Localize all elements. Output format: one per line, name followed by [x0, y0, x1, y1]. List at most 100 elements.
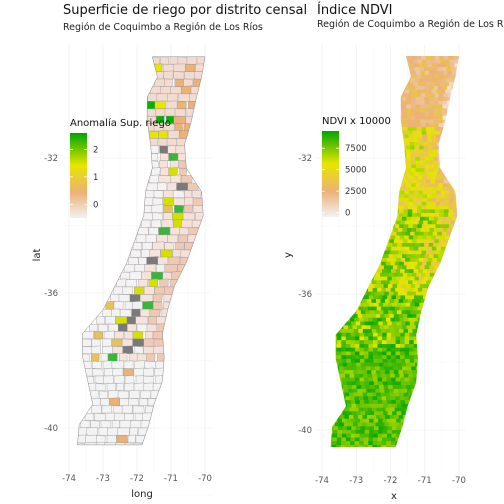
ndvi-raster-cell — [399, 194, 405, 199]
ndvi-raster-cell — [330, 441, 333, 446]
ndvi-raster-cell — [359, 340, 365, 345]
ndvi-raster-cell — [433, 115, 439, 120]
ndvi-raster-cell — [354, 437, 360, 442]
ndvi-raster-cell — [366, 366, 371, 371]
ndvi-raster-cell — [452, 93, 458, 98]
ndvi-raster-cell — [442, 243, 448, 248]
ndvi-raster-cell — [405, 411, 411, 416]
ndvi-raster-cell — [404, 198, 409, 203]
district-polygon — [142, 242, 153, 250]
ndvi-raster-cell — [404, 344, 410, 349]
ndvi-raster-cell — [339, 415, 345, 420]
right-x-tick-label: -70 — [452, 476, 466, 486]
ndvi-raster-cell — [410, 104, 416, 109]
ndvi-raster-cell — [397, 243, 402, 248]
ndvi-raster-cell — [391, 358, 397, 363]
ndvi-raster-cell — [413, 377, 419, 382]
ndvi-raster-cell — [366, 325, 371, 330]
district-polygon — [172, 212, 184, 221]
ndvi-raster-cell — [406, 85, 412, 90]
ndvi-raster-cell — [340, 329, 346, 334]
ndvi-raster-cell — [420, 93, 426, 98]
ndvi-raster-cell — [355, 430, 361, 435]
ndvi-raster-cell — [420, 100, 425, 105]
district-polygon — [117, 390, 129, 399]
ndvi-raster-cell — [418, 336, 424, 341]
district-polygon — [152, 301, 163, 310]
ndvi-raster-cell — [343, 422, 349, 427]
ndvi-raster-cell — [429, 108, 434, 113]
ndvi-raster-cell — [442, 97, 448, 102]
ndvi-raster-cell — [401, 231, 406, 236]
district-polygon — [123, 360, 134, 369]
ndvi-raster-cell — [411, 388, 417, 393]
ndvi-raster-cell — [395, 246, 401, 251]
ndvi-raster-cell — [392, 310, 398, 315]
ndvi-raster-cell — [409, 269, 414, 274]
ndvi-raster-cell — [443, 123, 449, 128]
ndvi-raster-cell — [419, 243, 425, 248]
ndvi-raster-cell — [391, 258, 397, 263]
district-polygon — [95, 442, 107, 445]
ndvi-raster-cell — [438, 71, 444, 76]
ndvi-raster-cell — [366, 314, 372, 319]
ndvi-raster-cell — [424, 115, 430, 120]
ndvi-raster-cell — [390, 287, 396, 292]
ndvi-raster-cell — [441, 142, 447, 147]
ndvi-raster-cell — [417, 261, 423, 266]
ndvi-raster-cell — [414, 142, 420, 147]
ndvi-raster-cell — [361, 325, 367, 330]
ndvi-raster-cell — [424, 112, 430, 117]
ndvi-raster-cell — [401, 97, 407, 102]
district-polygon — [80, 420, 91, 429]
ndvi-raster-cell — [368, 340, 374, 345]
ndvi-raster-cell — [442, 112, 448, 117]
ndvi-raster-cell — [416, 388, 421, 393]
district-polygon — [147, 145, 159, 154]
ndvi-raster-cell — [434, 123, 440, 128]
ndvi-raster-cell — [425, 123, 430, 128]
ndvi-raster-cell — [391, 321, 397, 326]
ndvi-raster-cell — [362, 314, 367, 319]
ndvi-raster-cell — [377, 347, 383, 352]
ndvi-raster-cell — [402, 160, 407, 165]
left-map-subtitle: Región de Coquimbo a Región de Los Ríos — [63, 22, 263, 33]
district-polygon — [79, 346, 93, 354]
ndvi-raster-cell — [447, 119, 453, 124]
ndvi-raster-cell — [362, 299, 368, 304]
ndvi-raster-cell — [341, 418, 347, 423]
ndvi-raster-cell — [341, 358, 347, 363]
ndvi-raster-cell — [372, 287, 378, 292]
ndvi-raster-cell — [398, 280, 404, 285]
ndvi-raster-cell — [373, 351, 378, 356]
ndvi-raster-cell — [385, 250, 391, 255]
ndvi-raster-cell — [394, 261, 400, 266]
ndvi-raster-cell — [433, 183, 439, 188]
ndvi-raster-cell — [395, 340, 401, 345]
ndvi-raster-cell — [426, 261, 432, 266]
ndvi-raster-cell — [388, 310, 393, 315]
district-polygon — [79, 338, 92, 347]
ndvi-raster-cell — [410, 108, 416, 113]
ndvi-raster-cell — [414, 258, 420, 263]
ndvi-raster-cell — [408, 59, 414, 64]
ndvi-raster-cell — [412, 209, 418, 214]
ndvi-raster-cell — [439, 82, 445, 87]
ndvi-raster-cell — [375, 325, 380, 330]
district-polygon — [193, 78, 204, 87]
ndvi-raster-cell — [457, 209, 459, 214]
ndvi-raster-cell — [444, 198, 450, 203]
district-polygon — [106, 435, 117, 444]
ndvi-raster-cell — [403, 130, 409, 135]
ndvi-raster-cell — [384, 370, 390, 375]
ndvi-raster-cell — [438, 157, 443, 162]
ndvi-raster-cell — [424, 157, 430, 162]
ndvi-raster-cell — [384, 272, 390, 277]
ndvi-raster-cell — [389, 415, 395, 420]
ndvi-raster-cell — [394, 415, 399, 420]
ndvi-raster-cell — [403, 179, 409, 184]
ndvi-raster-cell — [386, 441, 392, 446]
ndvi-raster-cell — [405, 362, 411, 367]
